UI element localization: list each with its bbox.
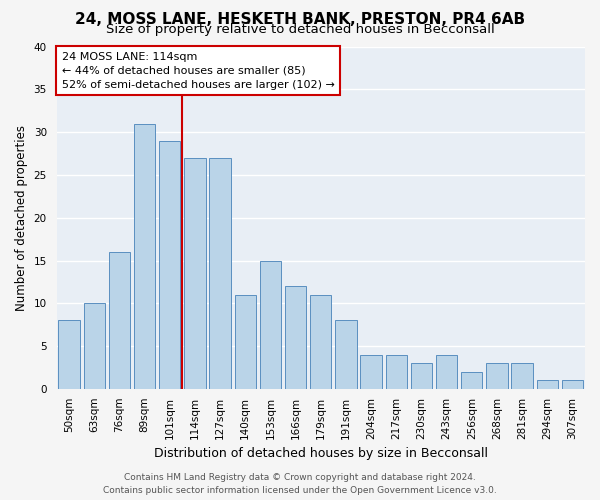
Bar [310, 294, 331, 389]
Text: Size of property relative to detached houses in Becconsall: Size of property relative to detached ho… [106, 22, 494, 36]
Bar [361, 354, 382, 389]
Bar [134, 124, 155, 389]
Bar [436, 354, 457, 389]
Bar [536, 380, 558, 389]
Bar [335, 320, 356, 389]
Bar [184, 158, 206, 389]
Bar [461, 372, 482, 389]
Text: 24, MOSS LANE, HESKETH BANK, PRESTON, PR4 6AB: 24, MOSS LANE, HESKETH BANK, PRESTON, PR… [75, 12, 525, 28]
Bar [83, 304, 105, 389]
Bar [386, 354, 407, 389]
Bar [562, 380, 583, 389]
Bar [260, 260, 281, 389]
Bar [58, 320, 80, 389]
Text: 24 MOSS LANE: 114sqm
← 44% of detached houses are smaller (85)
52% of semi-detac: 24 MOSS LANE: 114sqm ← 44% of detached h… [62, 52, 335, 90]
Bar [109, 252, 130, 389]
Y-axis label: Number of detached properties: Number of detached properties [15, 124, 28, 310]
Bar [486, 363, 508, 389]
Bar [411, 363, 432, 389]
Bar [511, 363, 533, 389]
Bar [209, 158, 231, 389]
Bar [235, 294, 256, 389]
Text: Contains HM Land Registry data © Crown copyright and database right 2024.
Contai: Contains HM Land Registry data © Crown c… [103, 474, 497, 495]
X-axis label: Distribution of detached houses by size in Becconsall: Distribution of detached houses by size … [154, 447, 488, 460]
Bar [159, 140, 181, 389]
Bar [285, 286, 306, 389]
